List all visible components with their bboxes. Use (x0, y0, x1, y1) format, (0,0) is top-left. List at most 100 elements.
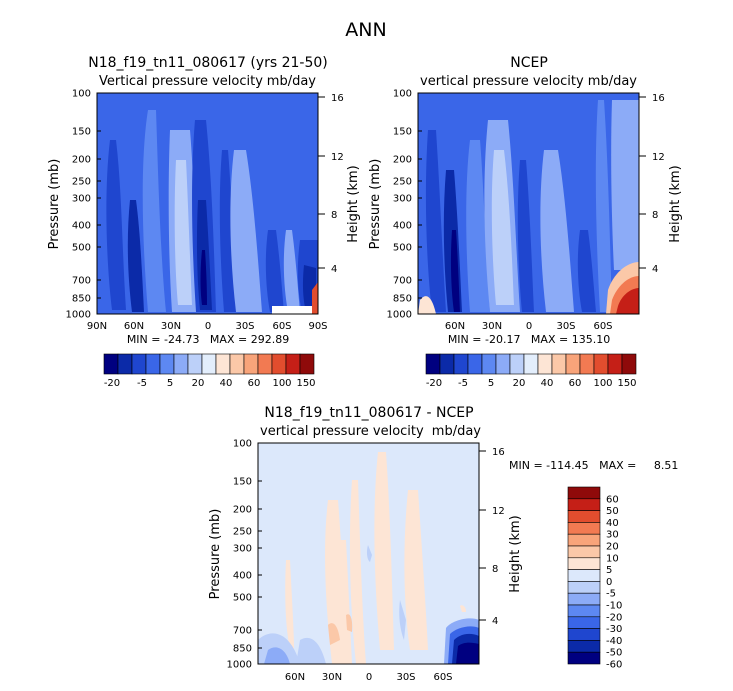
xtick-label: 30S (235, 321, 254, 332)
xtick-label: 60S (593, 321, 612, 332)
panel-obs-colorbar-labels: -20 -5 5 20 40 60 100 150 (426, 378, 637, 389)
ytick-label: 150 (393, 127, 412, 138)
ytick-label: 150 (72, 127, 91, 138)
ytick-label: 700 (393, 276, 412, 287)
colorbar-label: 150 (617, 378, 636, 389)
xtick-label: 60S (433, 672, 452, 683)
colorbar-label: -20 (104, 378, 120, 389)
xtick-label: 60N (285, 672, 305, 683)
y2tick-label: 8 (492, 564, 498, 575)
colorbar-swatch (567, 592, 601, 606)
colorbar-swatch (131, 353, 147, 375)
panel-obs-frame (417, 92, 640, 315)
panel-obs-contours (418, 93, 639, 314)
ytick-label: 250 (72, 177, 91, 188)
colorbar-label: 10 (606, 553, 619, 564)
colorbar-swatch (257, 353, 273, 375)
colorbar-swatch (537, 353, 553, 375)
colorbar-swatch (495, 353, 511, 375)
xtick-label: 0 (526, 321, 532, 332)
ytick-label: 1000 (227, 660, 252, 671)
colorbar-swatch (159, 353, 175, 375)
colorbar-swatch (215, 353, 231, 375)
ytick-label: 850 (233, 644, 252, 655)
ytick-label: 850 (393, 294, 412, 305)
colorbar-swatch (593, 353, 609, 375)
y2tick-label: 8 (331, 210, 337, 221)
colorbar-swatch (145, 353, 161, 375)
panel-model-y2label: Height (km) (346, 165, 361, 242)
y2tick-label: 4 (652, 264, 658, 275)
colorbar-swatch (567, 533, 601, 547)
panel-obs-y2axis: 16 12 8 4 (639, 93, 665, 275)
colorbar-label: 100 (593, 378, 612, 389)
panel-diff-units: mb/day (432, 424, 482, 439)
ytick-label: 250 (233, 527, 252, 538)
colorbar-swatch (467, 353, 483, 375)
colorbar-label: -20 (606, 612, 622, 623)
panel-model-contours (97, 93, 318, 314)
panel-model-colorbar-labels: -20 -5 5 20 40 60 100 150 (104, 378, 316, 389)
colorbar-label: 50 (606, 506, 619, 517)
colorbar-swatch (439, 353, 455, 375)
ytick-label: 400 (72, 221, 91, 232)
panel-obs-ylabel: Pressure (mb) (368, 159, 383, 250)
colorbar-swatch (117, 353, 133, 375)
colorbar-swatch (621, 353, 637, 375)
colorbar-label: 150 (296, 378, 315, 389)
ytick-label: 1000 (387, 310, 412, 321)
colorbar-swatch (271, 353, 287, 375)
y2tick-label: 4 (331, 264, 337, 275)
xtick-label: 0 (205, 321, 211, 332)
colorbar-swatch (201, 353, 217, 375)
colorbar-swatch (103, 353, 119, 375)
ytick-label: 500 (72, 243, 91, 254)
y2tick-label: 16 (331, 93, 344, 104)
panel-diff-frame (257, 442, 480, 665)
y2tick-label: 12 (492, 506, 505, 517)
colorbar-swatch (285, 353, 301, 375)
ytick-label: 700 (233, 626, 252, 637)
panel-model-frame (96, 92, 319, 315)
panel-model: N18_f19_tn11_080617 (yrs 21-50) Vertical… (47, 55, 361, 389)
colorbar-label: -30 (606, 624, 622, 635)
colorbar-label: -40 (606, 636, 622, 647)
panel-diff-y2axis: 16 12 8 4 (479, 447, 505, 627)
panel-diff-colorbar (567, 486, 601, 665)
panel-obs-title: NCEP (510, 55, 548, 71)
colorbar-label: -60 (606, 660, 622, 671)
y2tick-label: 12 (331, 152, 344, 163)
figure-title: ANN (345, 19, 386, 41)
panel-diff-y2label: Height (km) (508, 515, 523, 592)
panel-diff-title: N18_f19_tn11_080617 - NCEP (264, 405, 473, 421)
panel-model-yaxis: 100 150 200 250 300 400 500 700 850 1000 (66, 89, 101, 321)
xtick-label: 30N (161, 321, 181, 332)
colorbar-label: 20 (513, 378, 526, 389)
ytick-label: 100 (72, 89, 91, 100)
y2tick-label: 12 (652, 152, 665, 163)
colorbar-swatch (567, 498, 601, 511)
ytick-label: 150 (233, 477, 252, 488)
colorbar-swatch (567, 581, 601, 594)
panel-diff-xaxis: 60N 30N 0 30S 60S (285, 672, 453, 683)
colorbar-label: 30 (606, 530, 619, 541)
colorbar-swatch (567, 640, 601, 653)
panel-model-colorbar (103, 353, 315, 375)
colorbar-swatch (523, 353, 539, 375)
colorbar-label: 20 (192, 378, 205, 389)
colorbar-swatch (607, 353, 623, 375)
ytick-label: 100 (233, 439, 252, 450)
ytick-label: 850 (72, 294, 91, 305)
colorbar-swatch (567, 510, 601, 523)
colorbar-swatch (551, 353, 567, 375)
xtick-label: 90S (308, 321, 327, 332)
y2tick-label: 8 (652, 210, 658, 221)
panel-obs-units: mb/day (588, 74, 638, 89)
colorbar-swatch (567, 628, 601, 641)
panel-diff-contours (258, 443, 479, 664)
colorbar-swatch (567, 486, 601, 500)
panel-diff-ylabel: Pressure (mb) (208, 509, 223, 600)
colorbar-swatch (567, 522, 601, 535)
colorbar-swatch (481, 353, 497, 375)
panel-obs-y2label: Height (km) (668, 165, 683, 242)
